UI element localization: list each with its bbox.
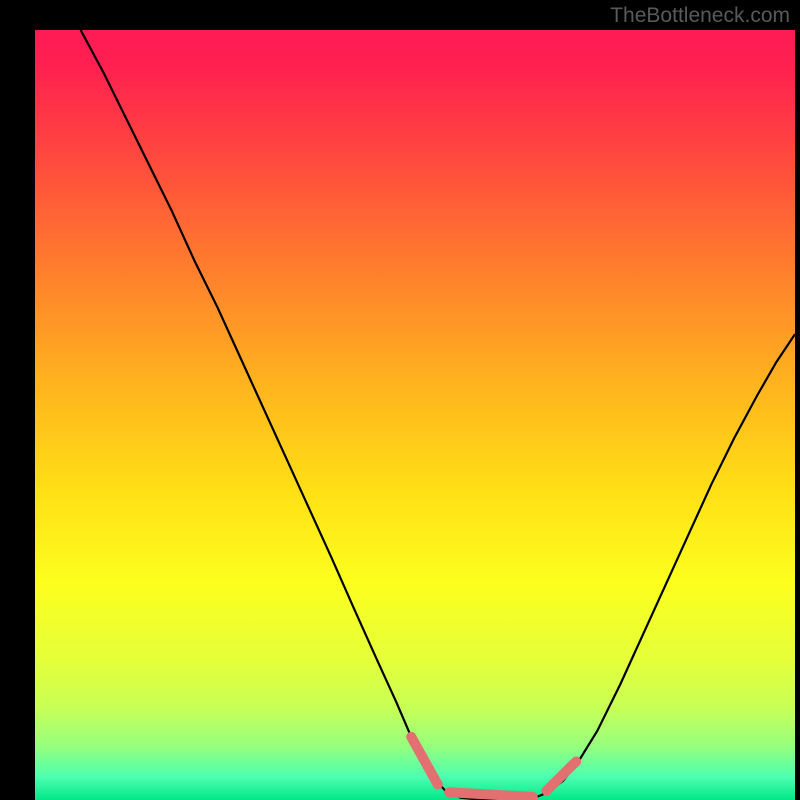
- chart-container: TheBottleneck.com: [0, 0, 800, 800]
- watermark-text: TheBottleneck.com: [610, 4, 790, 28]
- bottleneck-chart: [0, 0, 800, 800]
